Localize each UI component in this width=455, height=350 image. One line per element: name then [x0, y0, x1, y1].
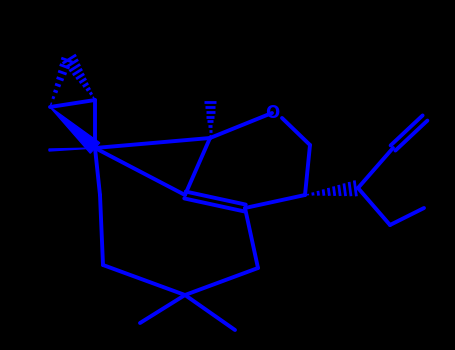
Polygon shape [49, 148, 95, 151]
Text: O: O [265, 104, 279, 122]
Polygon shape [50, 107, 100, 153]
